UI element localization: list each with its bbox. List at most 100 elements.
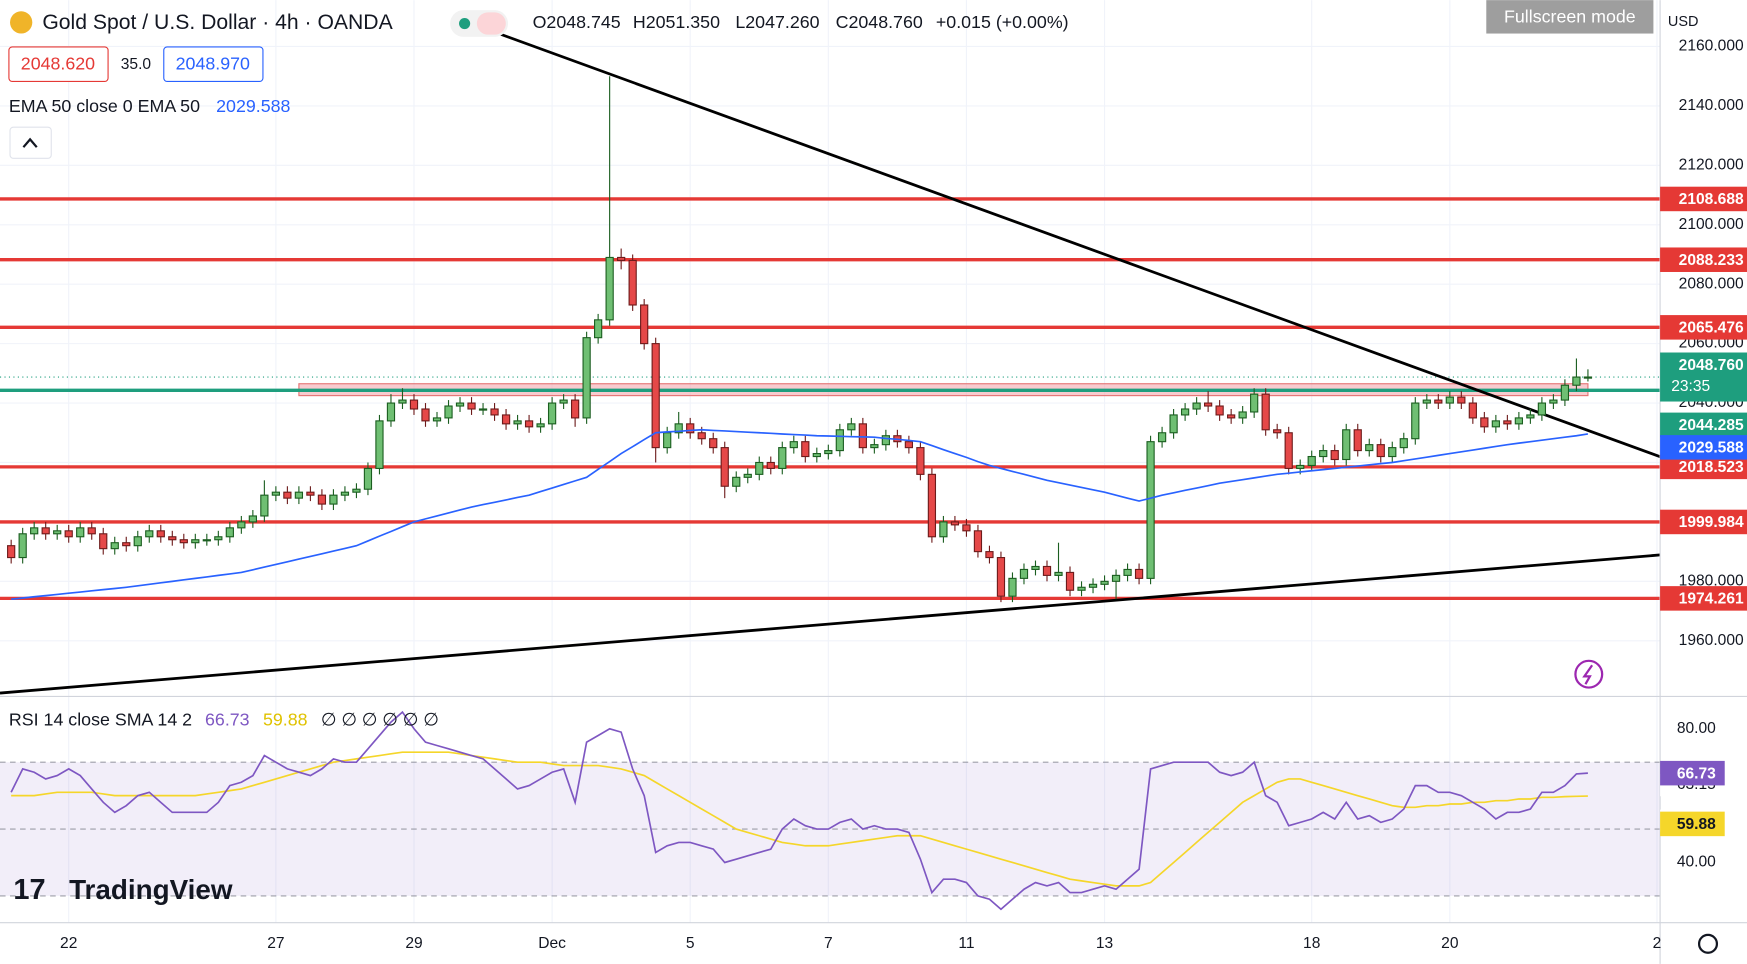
candle-body (513, 420, 522, 425)
candle-body (1238, 411, 1247, 419)
x-tick-label: 2 (1653, 935, 1662, 952)
rsi-tick-label: 40.00 (1677, 854, 1716, 871)
fullscreen-button[interactable] (1486, 0, 1654, 34)
candle-body (271, 491, 281, 496)
candle-body (1261, 393, 1270, 431)
candle-body (1100, 580, 1109, 585)
candle-body (1480, 417, 1489, 428)
ema-legend: EMA 50 close 0 EMA 50 (9, 96, 200, 116)
x-tick-label: 20 (1441, 935, 1459, 952)
rsi-band-fill (0, 762, 1661, 896)
logo-mark: 17 (13, 874, 45, 906)
ema-legend-value: 2029.588 (216, 96, 290, 116)
lightning-icon[interactable] (1574, 659, 1604, 689)
candle-body (870, 444, 879, 449)
candle-body (202, 539, 211, 542)
candle-body (87, 527, 96, 535)
candle-body (1204, 402, 1213, 407)
candle-body (1157, 432, 1167, 443)
candle-body (260, 494, 269, 517)
rsi-sma-bg (1660, 811, 1725, 837)
x-tick-label: 11 (958, 935, 974, 952)
y-tick-label: 2100.000 (1679, 216, 1744, 233)
level-label: 2065.476 (1679, 320, 1744, 337)
x-tick-label: 5 (686, 935, 695, 952)
rsi-legend-value: 66.73 (205, 710, 250, 730)
candle-body (214, 536, 223, 541)
candle-body (674, 423, 683, 434)
candle-body (317, 494, 327, 505)
rsi-sma-line (11, 751, 1588, 887)
support-label-bg (1660, 412, 1747, 438)
candle-body (927, 473, 937, 538)
level-label: 2108.688 (1679, 191, 1744, 208)
candle-body (1284, 432, 1293, 469)
level-label-bg (1660, 509, 1747, 535)
candle-body (53, 530, 62, 535)
settings-icon[interactable] (1697, 933, 1719, 954)
x-tick-label: 13 (1096, 935, 1113, 952)
candle-body (363, 467, 373, 490)
ema-label-bg (1660, 435, 1747, 460)
y-tick-label: 1960.000 (1679, 632, 1744, 649)
ohlc-open: O2048.745 (533, 12, 621, 32)
candle-body (904, 441, 914, 449)
candle-body (1388, 447, 1397, 458)
rsi-legend: RSI 14 close SMA 14 2 (9, 710, 192, 730)
candle-body (421, 408, 430, 422)
status-dot (459, 17, 471, 30)
candle-body (1503, 420, 1512, 425)
sell-button[interactable] (8, 46, 109, 83)
candle-body (1088, 583, 1098, 588)
candle-body (559, 399, 568, 404)
ohlc-high: H2051.350 (633, 12, 720, 32)
y-tick-label: 2160.000 (1679, 38, 1744, 55)
candle-body (409, 399, 419, 410)
candle-body (179, 539, 188, 544)
candle-body (225, 527, 234, 538)
collapse-button[interactable] (9, 126, 52, 159)
y-tick-label: 2080.000 (1679, 275, 1744, 292)
candle-body (985, 551, 994, 559)
candle-body (1180, 408, 1190, 416)
candle-body (720, 447, 729, 487)
candle-body (1019, 568, 1029, 579)
candle-body (1514, 417, 1524, 425)
price-labels: 1960.0001980.0002000.0002020.0002040.000… (60, 38, 1747, 952)
level-label-bg (1660, 586, 1747, 611)
rsi-pane (0, 710, 1661, 911)
fullscreen-label: Fullscreen mode (1504, 7, 1636, 27)
candle-body (1031, 565, 1040, 571)
candle-body (294, 491, 304, 499)
y-tick-label: 2120.000 (1679, 156, 1744, 173)
candle-body (766, 461, 775, 469)
candle-body (1319, 450, 1328, 458)
candle-body (7, 545, 16, 559)
candle-body (191, 539, 200, 544)
candle-body (1077, 586, 1086, 591)
symbol-icon (10, 11, 33, 34)
buy-button[interactable] (163, 46, 264, 83)
candle-body (1549, 399, 1558, 404)
candle-body (697, 432, 706, 440)
candle-body (617, 256, 626, 261)
candle-body (594, 319, 603, 339)
candle-body (916, 447, 925, 475)
candle-body (732, 476, 741, 487)
last-price-label: 2048.760 (1679, 357, 1744, 374)
sell-price: 2048.620 (21, 53, 95, 73)
candle-body (1468, 402, 1477, 419)
x-tick-label: 29 (405, 935, 422, 952)
rsi-value-label: 66.73 (1677, 765, 1716, 782)
candle-body (122, 542, 131, 547)
candle-body (99, 533, 108, 550)
main-pane (0, 23, 1661, 695)
status-alert (476, 12, 506, 35)
candle-body (455, 402, 465, 407)
candle-body (1111, 574, 1121, 582)
candle-body (1572, 376, 1581, 386)
candle-body (478, 408, 488, 411)
candle-body (41, 527, 50, 535)
rsi-line (10, 710, 1588, 911)
candle-body (1192, 402, 1201, 410)
